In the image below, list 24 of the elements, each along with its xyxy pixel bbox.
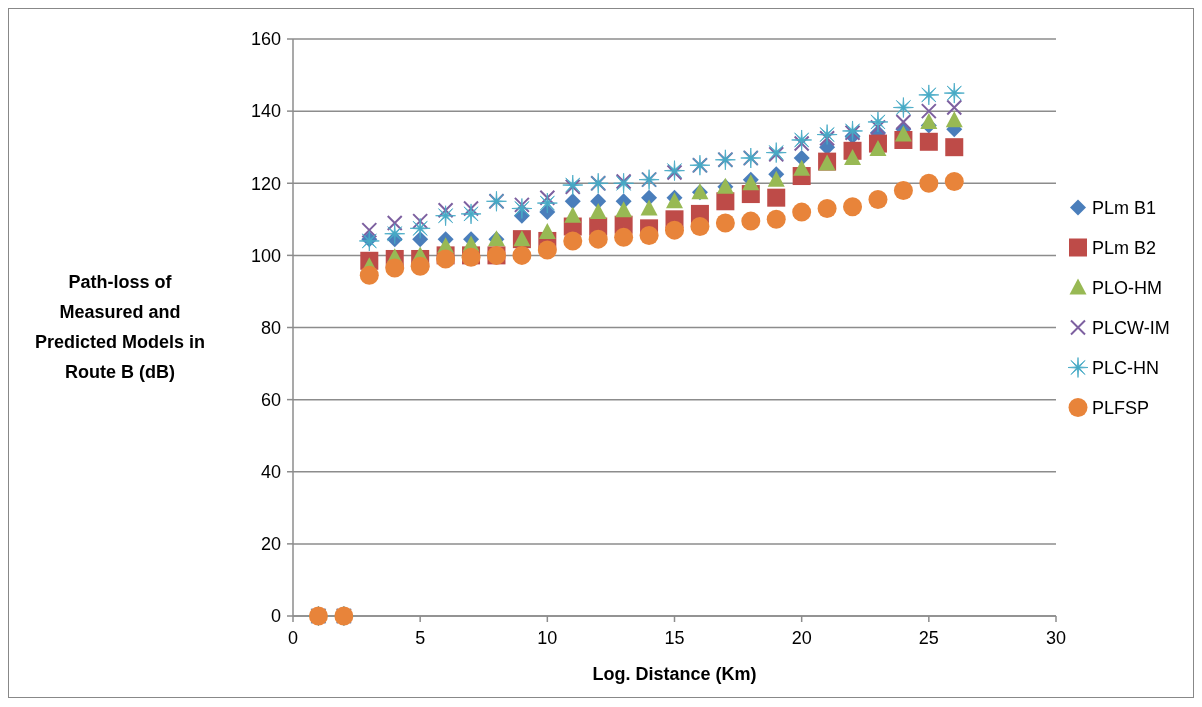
y-tick-label: 20 xyxy=(260,534,281,555)
x-tick-label: 10 xyxy=(537,628,558,648)
y-axis-title: Path-loss of Measured and Predicted Models in Route B (dB) xyxy=(34,271,206,382)
y-tick-label: 120 xyxy=(250,173,281,194)
x-tick-label: 5 xyxy=(415,628,426,648)
legend-label: PLC-HN xyxy=(1092,357,1160,378)
y-tick-label: 0 xyxy=(270,606,281,627)
x-axis-title: Log. Distance (Km) xyxy=(592,664,757,684)
y-tick-label: 140 xyxy=(250,101,281,122)
y-tick-label: 80 xyxy=(260,317,281,338)
y-tick-label: 160 xyxy=(250,29,281,50)
x-tick-label: 30 xyxy=(1045,628,1067,648)
x-tick-label: 0 xyxy=(287,628,299,648)
legend-label: PLm B1 xyxy=(1092,197,1157,218)
y-tick-label: 40 xyxy=(260,462,281,483)
legend-label: PLFSP xyxy=(1092,397,1150,418)
x-tick-label: 25 xyxy=(918,628,939,648)
legend-label: PLO-HM xyxy=(1092,277,1163,298)
x-tick-label: 15 xyxy=(664,628,685,648)
y-tick-label: 60 xyxy=(260,389,281,410)
legend-label: PLm B2 xyxy=(1092,237,1157,258)
legend-label: PLCW-IM xyxy=(1092,317,1170,338)
y-tick-label: 100 xyxy=(250,245,281,266)
x-tick-label: 20 xyxy=(791,628,812,648)
